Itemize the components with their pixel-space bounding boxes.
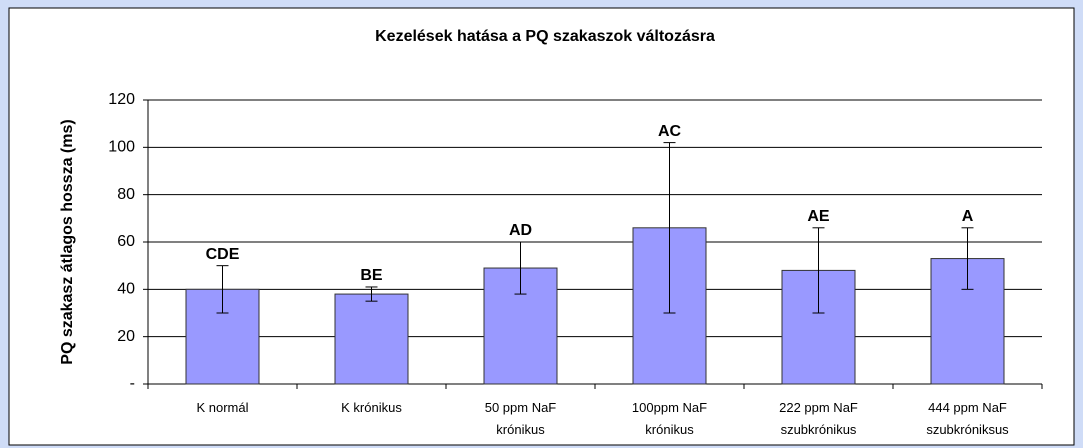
error-bar (216, 265, 229, 314)
error-bar (514, 241, 527, 295)
annotation: CDE (206, 246, 240, 263)
y-tick-label: 80 (117, 186, 135, 203)
error-bar (663, 142, 676, 314)
x-tick-label: 222 ppm NaF szubkrónikus (779, 400, 858, 437)
y-axis-label: PQ szakasz átlagos hossza (ms) (59, 119, 76, 364)
annotation: AD (509, 222, 532, 239)
x-tick-label: 50 ppm NaF krónikus (485, 400, 557, 437)
y-tick-label: 60 (117, 233, 135, 250)
chart-title: Kezelések hatása a PQ szakaszok változás… (375, 28, 715, 45)
annotation: AE (807, 208, 830, 225)
y-tick-label: 100 (108, 139, 135, 156)
y-tick-label: 40 (117, 281, 135, 298)
error-bar (961, 227, 974, 290)
annotation: BE (360, 267, 383, 284)
y-tick-label: 120 (108, 91, 135, 108)
annotation: A (962, 208, 974, 225)
bar (334, 293, 409, 385)
x-tick-label: K normál (196, 400, 248, 415)
annotation: AC (658, 123, 682, 140)
error-bar (812, 227, 825, 314)
y-tick-label: 20 (117, 328, 135, 345)
error-bar (365, 286, 378, 302)
x-tick-label: 100ppm NaF krónikus (632, 400, 707, 437)
x-tick-label: 444 ppm NaF szubkróniksus (926, 400, 1009, 437)
x-tick-label: K krónikus (341, 400, 402, 415)
y-tick-label: - (130, 375, 135, 392)
